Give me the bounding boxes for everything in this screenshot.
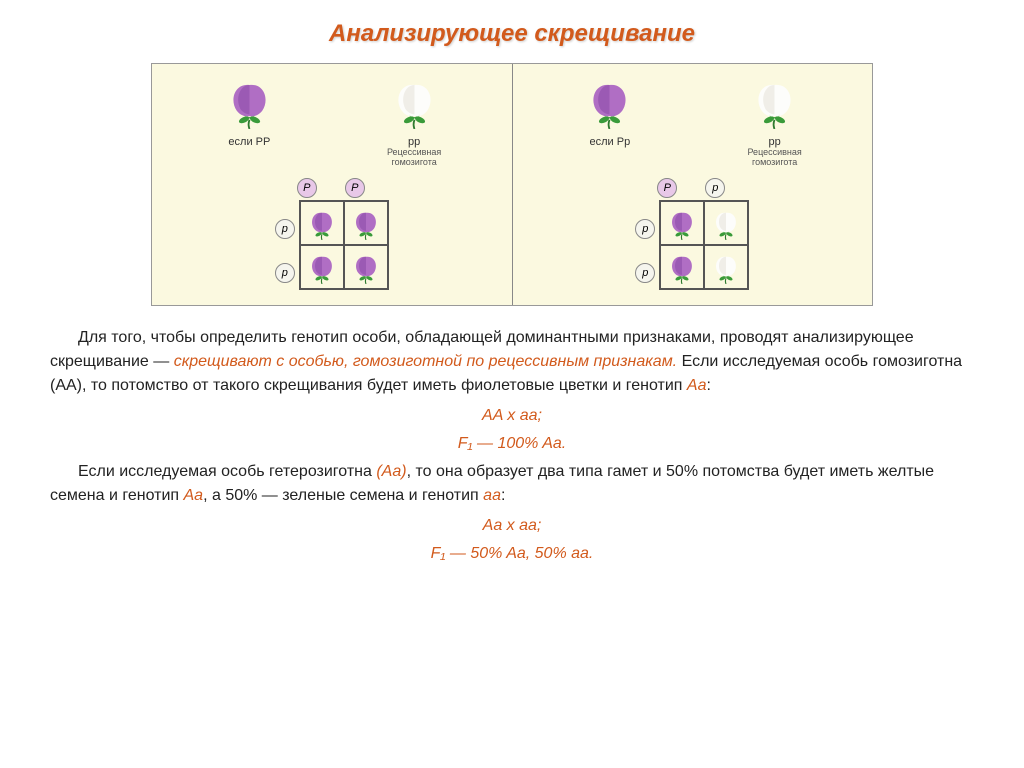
text-hl: скрещивают с особью, гомозиготной по рец… — [174, 353, 677, 370]
offspring-icon — [709, 206, 743, 240]
parent2-sub-r: Рецессивная гомозигота — [725, 148, 825, 168]
text-seg: Если исследуемая особь гетерозиготна — [78, 463, 376, 480]
offspring-icon — [665, 250, 699, 284]
page-title: Анализирующее скрещивание — [40, 20, 984, 48]
col-allele: p — [705, 178, 725, 198]
panel-heterozygous: если Pp pp Рецессивная гомозигота P p — [513, 64, 873, 305]
flower-white-icon — [387, 74, 442, 129]
offspring-icon — [709, 250, 743, 284]
offspring-icon — [349, 206, 383, 240]
offspring-icon — [305, 206, 339, 240]
text-seg: : — [501, 487, 505, 504]
parent1-label: если PP — [199, 136, 299, 148]
row-allele: p — [275, 263, 295, 283]
text-hl: aa — [483, 487, 501, 504]
offspring-icon — [349, 250, 383, 284]
punnett-square-left: P P p p — [275, 178, 389, 290]
formula-2b: F₁ — 50% Aa, 50% aa. — [50, 542, 974, 566]
flower-purple-icon — [222, 74, 277, 129]
parent-flower-het: если Pp — [560, 74, 660, 148]
parent1-label-r: если Pp — [560, 136, 660, 148]
row-allele: p — [635, 219, 655, 239]
text-hl: (Aa) — [376, 463, 406, 480]
text-hl: Aa — [184, 487, 204, 504]
punnett-grid-r — [659, 200, 749, 290]
parent-flower-pp-rec: pp Рецессивная гомозигота — [364, 74, 464, 168]
parent-flower-pp-dom: если PP — [199, 74, 299, 148]
parent-flower-rec-r: pp Рецессивная гомозигота — [725, 74, 825, 168]
punnett-square-right: P p p p — [635, 178, 749, 290]
text-seg: : — [706, 377, 710, 394]
formula-2a: Aa x aa; — [50, 514, 974, 538]
formula-1b: F₁ — 100% Aa. — [50, 432, 974, 456]
formula-1a: AA x aa; — [50, 404, 974, 428]
punnett-grid — [299, 200, 389, 290]
panel-homozygous: если PP pp Рецессивная гомозигота P P — [152, 64, 513, 305]
diagram-container: если PP pp Рецессивная гомозигота P P — [151, 63, 873, 306]
offspring-icon — [305, 250, 339, 284]
col-allele: P — [657, 178, 677, 198]
explanation-text: Для того, чтобы определить генотип особи… — [50, 326, 974, 566]
flower-purple-icon — [582, 74, 637, 129]
row-allele: p — [275, 219, 295, 239]
parent2-sub: Рецессивная гомозигота — [364, 148, 464, 168]
offspring-icon — [665, 206, 699, 240]
text-hl: Aa — [687, 377, 707, 394]
flower-white-icon — [747, 74, 802, 129]
row-allele: p — [635, 263, 655, 283]
col-allele: P — [345, 178, 365, 198]
col-allele: P — [297, 178, 317, 198]
text-seg: , а 50% — зеленые семена и генотип — [203, 487, 483, 504]
